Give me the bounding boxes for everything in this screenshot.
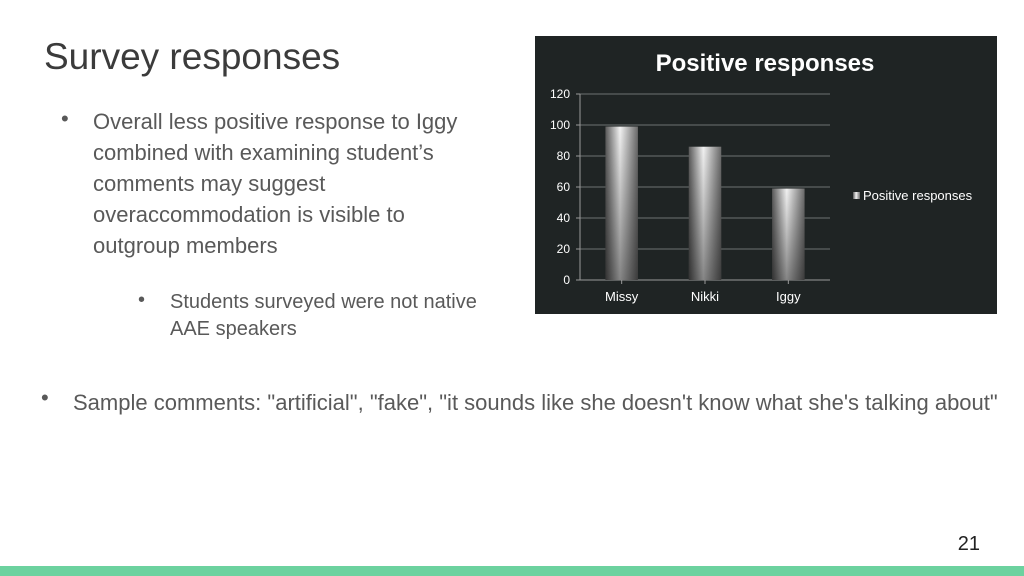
bullet-sub: Students surveyed were not native AAE sp… (170, 291, 477, 340)
y-tick-label: 60 (557, 180, 571, 194)
bar-shade-iggy (772, 188, 805, 280)
bar-chart: Positive responses 0 20 40 60 80 100 120 Missy N… (550, 50, 973, 304)
legend-swatch (853, 192, 860, 199)
page-number: 21 (957, 533, 980, 555)
y-tick-label: 80 (557, 149, 571, 163)
bullet-main: Overall less positive response to Iggy c… (93, 109, 458, 258)
y-tick-label: 40 (557, 211, 571, 225)
bullet-sample-comments: Sample comments: "artificial", "fake", "… (73, 390, 998, 415)
x-tick-label: Missy (605, 289, 639, 304)
slide-title: Survey responses (44, 36, 341, 77)
legend-label: Positive responses (863, 188, 973, 203)
y-tick-label: 100 (550, 118, 570, 132)
x-tick-label: Iggy (776, 289, 801, 304)
bar-shade-missy (605, 126, 638, 280)
chart-title: Positive responses (656, 50, 875, 77)
y-tick-label: 120 (550, 87, 570, 101)
chart-container: Positive responses 0 20 40 60 80 100 120 Missy N… (535, 36, 997, 314)
y-tick-label: 0 (563, 273, 570, 287)
y-tick-label: 20 (557, 242, 571, 256)
x-tick-label: Nikki (691, 289, 719, 304)
footer-accent-bar (0, 566, 1024, 576)
bar-shade-nikki (688, 146, 722, 280)
bullet-icon: • (41, 385, 49, 410)
bullet-icon: • (61, 106, 69, 131)
bullet-icon: • (138, 289, 146, 311)
